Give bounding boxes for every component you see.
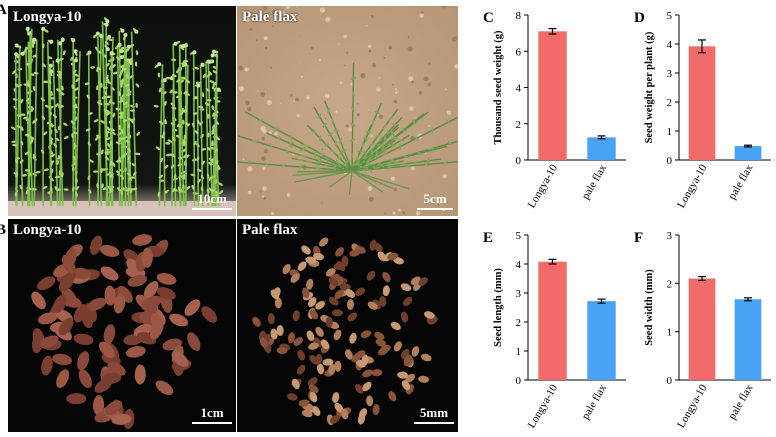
y-tick-label: 2	[516, 119, 522, 131]
y-tick-label: 1	[667, 126, 673, 138]
y-tick-label: 1	[516, 346, 522, 358]
scale-text: 1cm	[200, 405, 224, 420]
photo-longya-seeds-art	[8, 219, 236, 432]
photo-longya-plants: Longya-10 10cm	[8, 6, 236, 216]
x-tick-label: Longya-10	[675, 162, 710, 210]
y-axis-label: Seed weight per plant (g)	[644, 31, 655, 143]
y-axis-label: Seed length (mm)	[493, 268, 504, 347]
y-tick-label: 4	[516, 259, 522, 271]
bar-pale-flax	[734, 299, 762, 380]
bar-longya-10	[688, 278, 716, 380]
panel-letter-d: D	[634, 10, 645, 26]
bar-longya-10	[538, 261, 567, 380]
y-tick-label: 5	[667, 10, 673, 22]
y-tick-label: 2	[667, 97, 673, 109]
chart-d: 0 1 2 3 4 5 D Seed weight per plant (g) Longya-1…	[634, 10, 771, 210]
bar-longya-10	[688, 46, 716, 160]
panel-letter-c: C	[483, 10, 494, 26]
chart-e: 0 1 2 3 4 5 E Seed length (mm) Longya-10 pale fla…	[483, 230, 626, 430]
scale-line	[192, 422, 232, 424]
photo-pale-plant-art	[237, 6, 458, 216]
panel-letter-a: A	[0, 2, 7, 18]
y-axis-label: Thousand seed weight (g)	[493, 30, 504, 145]
photo-label-pale: Pale flax	[242, 9, 298, 25]
scale-bar-10cm: 10cm	[192, 191, 232, 210]
photo-pale-seeds: Pale flax 5mm	[237, 219, 458, 432]
y-tick-label: 2	[667, 278, 673, 290]
scale-line	[414, 422, 454, 424]
panel-letter-f: F	[634, 230, 643, 246]
y-axis-label: Seed width (mm)	[644, 269, 655, 346]
scale-text: 5cm	[423, 191, 447, 206]
bar-longya-10	[538, 31, 567, 160]
panel-letter-b: B	[0, 222, 7, 238]
scale-line	[192, 208, 232, 210]
y-tick-label: 1	[667, 327, 673, 339]
chart-c: 0 2 4 6 8 C Thousand seed weight (g) Longya-10 p…	[483, 10, 626, 210]
y-tick-label: 5	[516, 230, 522, 242]
y-tick-label: 3	[667, 68, 673, 80]
x-tick-label: pale flax	[580, 162, 610, 201]
y-tick-label: 4	[516, 83, 522, 95]
scale-bar-5cm: 5cm	[417, 191, 453, 210]
y-tick-label: 3	[667, 230, 673, 242]
panel-letter-e: E	[483, 230, 493, 246]
bar-charts: 0 2 4 6 8 C Thousand seed weight (g) Longya-10 p…	[483, 10, 771, 430]
x-tick-label: pale flax	[580, 382, 610, 421]
x-tick-label: pale flax	[726, 382, 756, 421]
photo-label-longya-seeds: Longya-10	[13, 222, 82, 238]
y-tick-label: 2	[516, 317, 522, 329]
scale-bar-1cm: 1cm	[192, 405, 232, 424]
photo-label-longya: Longya-10	[13, 9, 82, 25]
y-tick-label: 4	[667, 39, 673, 51]
scale-text: 10cm	[197, 191, 227, 206]
x-tick-label: Longya-10	[526, 382, 561, 430]
photo-longya-seeds: Longya-10 1cm	[8, 219, 236, 432]
y-tick-label: 0	[667, 155, 673, 167]
y-tick-label: 0	[516, 375, 522, 387]
bar-pale-flax	[587, 137, 616, 160]
y-tick-label: 6	[516, 46, 522, 58]
y-tick-label: 3	[516, 288, 522, 300]
bar-pale-flax	[734, 146, 762, 160]
scale-line	[417, 208, 453, 210]
y-tick-label: 0	[516, 155, 522, 167]
scale-text: 5mm	[419, 405, 449, 420]
photo-pale-plant: Pale flax 5cm	[237, 6, 458, 216]
x-tick-label: Longya-10	[526, 162, 561, 210]
x-tick-label: Longya-10	[675, 382, 710, 430]
photo-pale-seeds-art	[237, 219, 458, 432]
chart-f: 0 1 2 3 F Seed width (mm) Longya-10 pale flax	[634, 230, 771, 430]
bar-pale-flax	[587, 301, 616, 380]
scale-bar-5mm: 5mm	[414, 405, 454, 424]
y-tick-label: 8	[516, 10, 522, 22]
y-tick-label: 0	[667, 375, 673, 387]
photo-longya-plants-art	[8, 6, 236, 216]
x-tick-label: pale flax	[726, 162, 756, 201]
photo-label-pale-seeds: Pale flax	[242, 222, 298, 238]
